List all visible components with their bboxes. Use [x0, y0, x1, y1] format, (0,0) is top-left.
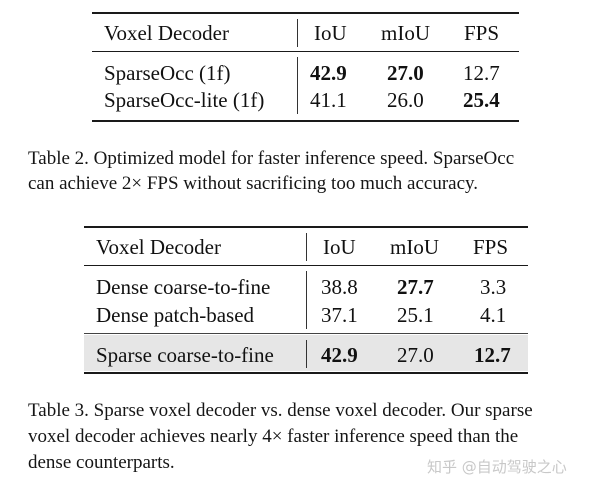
table2-header-iou: IoU	[314, 21, 347, 45]
watermark: 知乎 @自动驾驶之心	[427, 458, 567, 476]
caption-line: voxel decoder achieves nearly 4× faster …	[28, 426, 519, 447]
caption-line: Table 3. Sparse voxel decoder vs. dense …	[28, 400, 533, 421]
table3-top-rule	[84, 226, 528, 228]
table2-header-fps: FPS	[464, 21, 500, 45]
table3-header-voxel-decoder: Voxel Decoder	[96, 235, 221, 259]
cell-miou: 27.7	[397, 275, 434, 299]
cell-iou: 42.9	[321, 343, 358, 367]
table2-divider	[297, 19, 298, 47]
table2-bottom-rule	[92, 120, 519, 122]
table2-header-miou: mIoU	[381, 21, 430, 45]
row-label: Dense coarse-to-fine	[96, 275, 271, 299]
cell-miou: 27.0	[397, 343, 434, 367]
table3-divider	[306, 233, 307, 261]
cell-iou: 41.1	[310, 88, 347, 112]
table2-body-divider	[297, 57, 298, 114]
caption-line: Table 2. Optimized model for faster infe…	[28, 148, 515, 169]
cell-miou: 25.1	[397, 303, 434, 327]
table3-header-iou: IoU	[323, 235, 356, 259]
cell-miou: 26.0	[387, 88, 424, 112]
cell-iou: 42.9	[310, 61, 347, 85]
table2-header-voxel-decoder: Voxel Decoder	[104, 21, 229, 45]
cell-iou: 37.1	[321, 303, 358, 327]
table3-separator-rule	[84, 333, 528, 334]
table3-body-divider	[306, 271, 307, 329]
row-label: Dense patch-based	[96, 303, 255, 327]
cell-fps: 4.1	[480, 303, 507, 327]
table2-mid-rule	[92, 51, 519, 52]
row-label: Sparse coarse-to-fine	[96, 343, 274, 367]
cell-fps: 12.7	[474, 343, 511, 367]
row-label: SparseOcc (1f)	[104, 61, 231, 85]
table3-mid-rule	[84, 265, 528, 266]
cell-fps: 3.3	[480, 275, 507, 299]
table3-highlight-divider	[306, 340, 307, 368]
cell-fps: 12.7	[463, 61, 500, 85]
cell-miou: 27.0	[387, 61, 424, 85]
table3-header-fps: FPS	[473, 235, 509, 259]
table3-bottom-rule	[84, 372, 528, 374]
caption-line: dense counterparts.	[28, 452, 175, 473]
cell-iou: 38.8	[321, 275, 358, 299]
caption-line: can achieve 2× FPS without sacrificing t…	[28, 173, 479, 194]
row-label: SparseOcc-lite (1f)	[104, 88, 265, 112]
cell-fps: 25.4	[463, 88, 500, 112]
table3-header-miou: mIoU	[390, 235, 439, 259]
table2-top-rule	[92, 12, 519, 14]
